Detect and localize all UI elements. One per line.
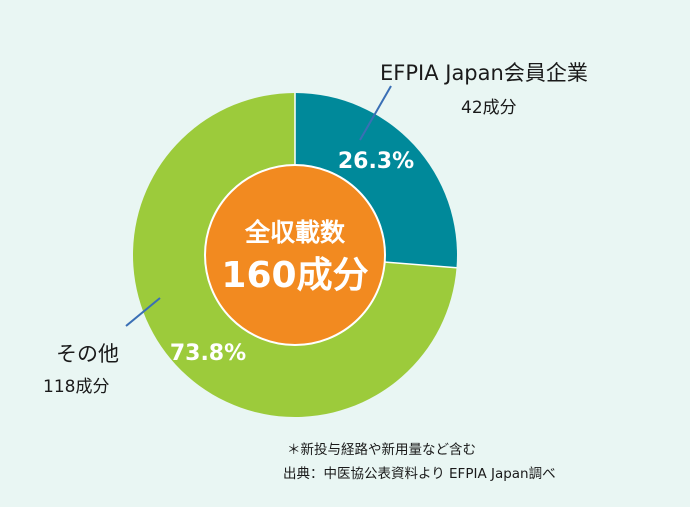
center-title: 全収載数 [244,218,346,247]
other-series-label: その他 [56,342,119,366]
footnote-source: 出典：中医協公表資料より EFPIA Japan調べ [283,466,556,482]
efpia-series-label: EFPIA Japan会員企業 [380,61,588,85]
center-circle [204,164,386,346]
leader-line-0 [359,85,392,141]
footnote-scope: ＊新投与経路や新用量など含む [287,442,476,458]
percent-label-1: 73.8% [170,341,246,366]
percent-label-0: 26.3% [338,149,414,174]
leader-line-1 [125,297,161,327]
center-value: 160成分 [221,255,368,296]
efpia-count-label: 42成分 [461,98,517,118]
other-count-label: 118成分 [43,377,110,397]
